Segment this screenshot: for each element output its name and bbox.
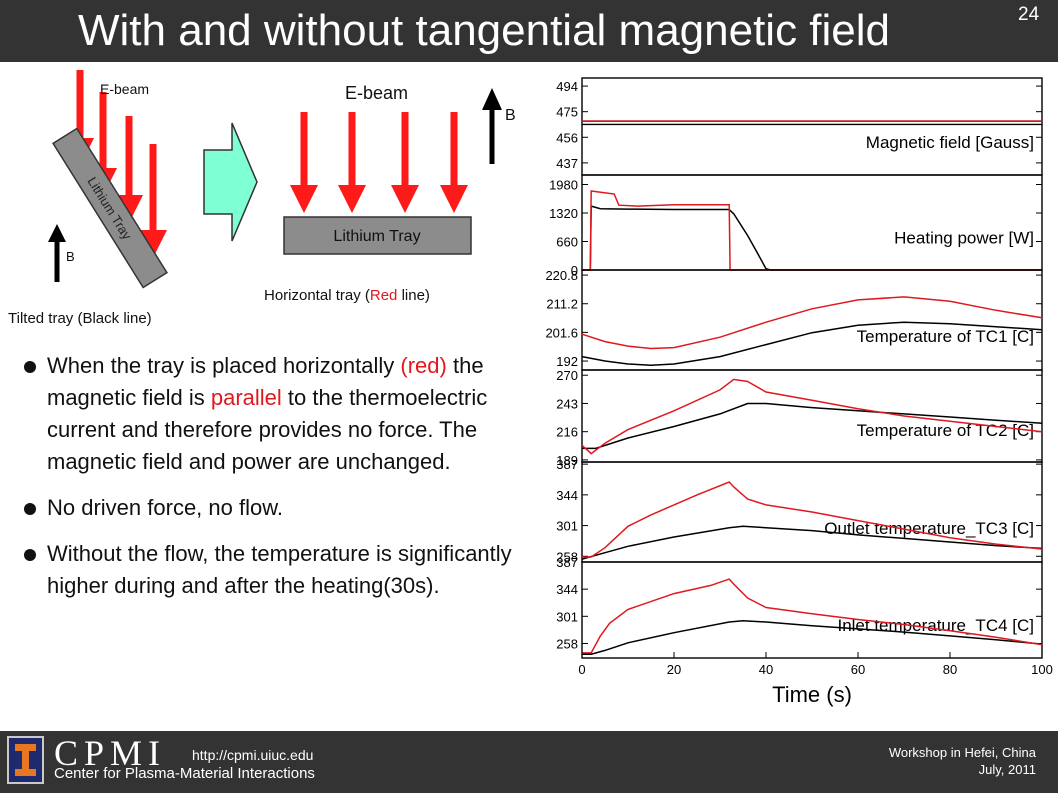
time-series-chart: 494 475 456 437 Magnetic field [Gauss] 1980 13… — [545, 77, 1053, 707]
series-line-horizontal — [582, 481, 1043, 558]
y-tick-label: 258 — [556, 549, 578, 564]
slide-number: 24 — [1018, 4, 1040, 25]
y-tick-label: 387 — [556, 555, 578, 570]
y-tick-label: 216 — [556, 425, 578, 440]
footer-bar — [0, 731, 1058, 793]
y-tick-label: 475 — [556, 105, 578, 120]
x-axis-label: Time (s) — [772, 682, 852, 707]
series-line-tilted — [582, 402, 1043, 450]
x-tick-label: 40 — [759, 662, 773, 677]
tilted-tray-diagram: E-beam Lithium Tray B — [48, 70, 168, 289]
y-tick-label: 301 — [556, 609, 578, 624]
y-tick-label: 220.8 — [545, 268, 578, 283]
panel-label-4: Temperature of TC2 [C] — [857, 421, 1034, 440]
panel-label-2: Heating power [W] — [894, 228, 1034, 247]
series-line-tilted — [582, 619, 1043, 655]
y-tick-label: 387 — [556, 457, 578, 472]
x-tick-label: 100 — [1031, 662, 1053, 677]
x-tick-label: 20 — [667, 662, 681, 677]
y-tick-label: 243 — [556, 396, 578, 411]
y-tick-label: 344 — [556, 582, 578, 597]
transition-arrow — [203, 122, 258, 242]
y-tick-label: 201.6 — [545, 325, 578, 340]
y-tick-label: 1320 — [549, 206, 578, 221]
y-tick-label: 211.2 — [546, 297, 578, 312]
university-logo — [7, 736, 44, 784]
ebeam-label-tilted: E-beam — [100, 81, 149, 97]
y-tick-label: 437 — [556, 156, 578, 171]
footer-url[interactable]: http://cpmi.uiuc.edu — [192, 747, 314, 763]
series-line-horizontal — [581, 296, 1043, 350]
horizontal-tray-caption: Horizontal tray (Red line) — [264, 287, 430, 304]
y-tick-label: 189 — [556, 453, 578, 468]
y-tick-label: 258 — [556, 636, 578, 651]
y-tick-label: 660 — [556, 235, 578, 250]
ebeam-label-horizontal: E-beam — [345, 83, 408, 103]
panel-frame-3 — [581, 269, 1043, 371]
b-label-tilted: B — [66, 249, 75, 264]
slide-title: With and without tangential magnetic fie… — [78, 6, 891, 55]
horizontal-tray-diagram: E-beam Lithium Tray B — [283, 83, 516, 255]
bullet-item-horizontal-tray: When the tray is placed horizontally (re… — [22, 350, 512, 478]
workshop-date: July, 2011 — [978, 762, 1036, 777]
horizontal-tray-label: Lithium Tray — [333, 228, 420, 245]
ebeam-arrows-horizontal — [290, 112, 468, 213]
cpmi-logo-text: CPMI — [54, 733, 167, 773]
b-field-arrow-tilted — [48, 224, 66, 282]
x-tick-label: 60 — [851, 662, 865, 677]
organization-name: Center for Plasma-Material Interactions — [54, 765, 315, 782]
panel-label-1: Magnetic field [Gauss] — [866, 133, 1034, 152]
panel-frame-2 — [581, 174, 1043, 271]
y-tick-label: 301 — [556, 519, 578, 534]
panel-label-6: Inlet temperature_TC4 [C] — [837, 616, 1034, 635]
y-tick-label: 270 — [556, 368, 578, 383]
bullet-list: When the tray is placed horizontally (re… — [22, 350, 512, 616]
x-tick-label: 80 — [943, 662, 957, 677]
x-tick-label: 0 — [578, 662, 585, 677]
series-line-horizontal — [582, 578, 1043, 654]
panel-frame-4 — [581, 369, 1043, 463]
panel-label-3: Temperature of TC1 [C] — [857, 327, 1034, 346]
workshop-name: Workshop in Hefei, China — [888, 745, 1036, 760]
series-line-tilted — [581, 321, 1043, 366]
y-tick-label: 456 — [556, 130, 578, 145]
tilted-tray-caption: Tilted tray (Black line) — [8, 310, 152, 327]
bullet-item-temperature: Without the flow, the temperature is sig… — [22, 538, 512, 602]
panel-frame-1 — [581, 77, 1043, 176]
y-tick-label: 0 — [571, 263, 578, 278]
horizontal-lithium-tray: Lithium Tray — [283, 216, 472, 255]
y-tick-label: 1980 — [549, 178, 578, 193]
bullet-item-no-flow: No driven force, no flow. — [22, 492, 512, 524]
illinois-i-icon — [15, 744, 36, 776]
panel-frame-6 — [581, 561, 1043, 659]
y-tick-label: 494 — [556, 79, 578, 94]
b-field-arrow-horizontal — [482, 88, 502, 164]
series-line-tilted — [581, 525, 1043, 560]
series-line-horizontal — [582, 190, 1042, 271]
title-bar — [0, 0, 1058, 62]
b-label-horizontal: B — [505, 107, 516, 124]
series-line-horizontal — [581, 378, 1043, 455]
y-tick-label: 192 — [556, 354, 578, 369]
y-tick-label: 344 — [556, 488, 578, 503]
workshop-info: Workshop in Hefei, China July, 2011 — [889, 744, 1036, 778]
